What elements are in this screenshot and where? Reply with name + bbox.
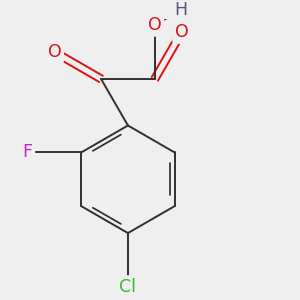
Text: Cl: Cl	[119, 278, 136, 296]
Text: O: O	[175, 23, 189, 41]
Text: O: O	[48, 43, 61, 61]
Text: O: O	[148, 16, 162, 34]
Text: F: F	[22, 143, 32, 161]
Text: H: H	[174, 1, 187, 19]
